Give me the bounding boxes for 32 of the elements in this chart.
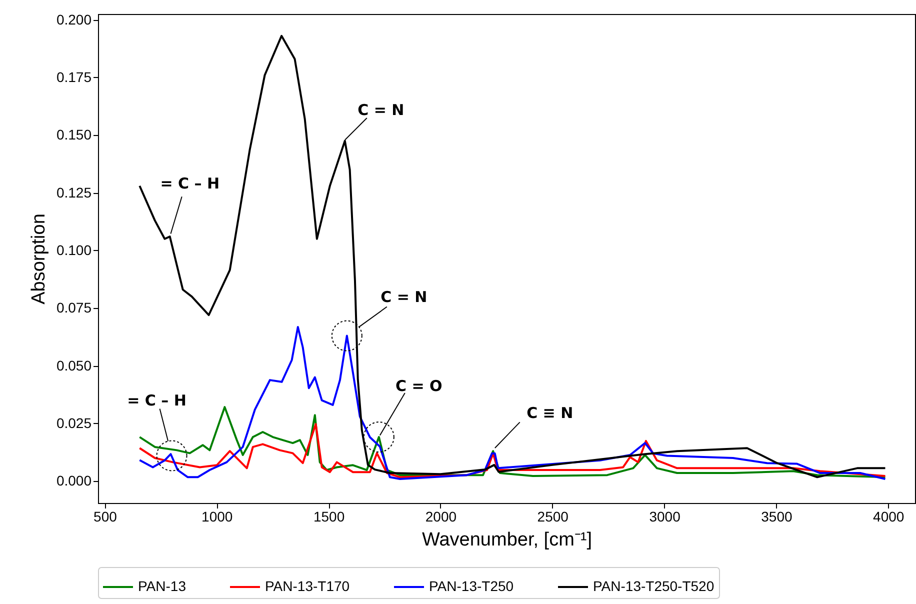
line-series xyxy=(138,34,886,478)
y-tick-label: 0.100 xyxy=(56,242,92,258)
y-tick-label: 0.075 xyxy=(56,300,92,316)
legend-label: PAN-13-T250 xyxy=(429,578,514,594)
y-tick-label: 0.150 xyxy=(56,126,92,143)
x-tick-label: 2500 xyxy=(537,508,569,524)
annotation: C ≡ N xyxy=(526,404,574,422)
annotation: = C – H xyxy=(160,174,220,193)
line-series xyxy=(138,423,886,478)
legend-label: PAN-13-T170 xyxy=(265,578,350,594)
annotation: C = N xyxy=(380,288,428,306)
x-tick-label: 2000 xyxy=(425,508,457,524)
legend-label: PAN-13-T250-T520 xyxy=(593,578,714,594)
legend-label: PAN-13 xyxy=(138,578,186,594)
x-tick-label: 3000 xyxy=(649,508,681,524)
y-tick-label: 0.125 xyxy=(56,184,92,200)
x-tick-label: 500 xyxy=(94,508,118,524)
annotation: = C – H xyxy=(127,392,186,410)
x-tick-label: 4000 xyxy=(873,508,904,524)
x-tick-label: 1500 xyxy=(313,508,345,524)
x-tick-label: 3500 xyxy=(761,508,792,524)
x-tick-label: 1000 xyxy=(202,508,233,524)
y-tick-label: 0.200 xyxy=(56,11,92,28)
y-tick-label: 0.050 xyxy=(56,357,92,374)
line-series xyxy=(138,406,886,478)
y-tick-label: 0.025 xyxy=(56,414,92,431)
annotation: C = N xyxy=(358,101,404,120)
y-axis-title: Absorption xyxy=(28,214,50,304)
x-axis-title: Wavenumber, [cm⁻¹] xyxy=(422,530,592,550)
y-tick-label: 0.175 xyxy=(56,68,92,85)
y-tick-label: 0.000 xyxy=(56,472,92,489)
annotation: C = O xyxy=(396,377,442,396)
